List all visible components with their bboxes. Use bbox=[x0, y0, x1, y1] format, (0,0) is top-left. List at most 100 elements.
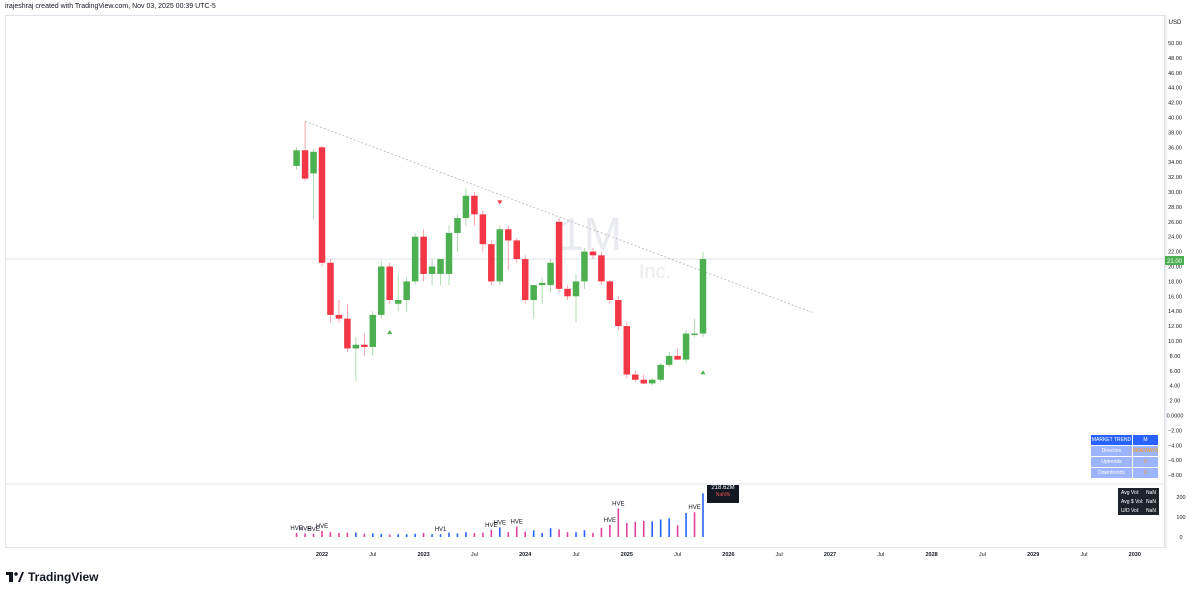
volume-label: HVE bbox=[688, 505, 700, 511]
candle-body bbox=[462, 195, 470, 219]
volume-bar bbox=[515, 526, 518, 537]
candle-body bbox=[606, 281, 614, 301]
price-tick-label: 8.00 bbox=[1170, 354, 1181, 360]
candle bbox=[454, 214, 461, 252]
candle bbox=[378, 260, 385, 319]
candle bbox=[581, 247, 588, 289]
market-trend-label: Downtrends bbox=[1091, 468, 1132, 478]
candle-body bbox=[665, 355, 673, 365]
time-tick-label: 2030 bbox=[1129, 552, 1141, 558]
market-trend-label: Uptrends bbox=[1091, 457, 1132, 467]
price-tick-label: −2.00 bbox=[1168, 428, 1182, 434]
candle bbox=[437, 259, 444, 286]
candle-body bbox=[521, 259, 529, 301]
volume-tick-label: 200 bbox=[1176, 495, 1185, 501]
candle bbox=[386, 262, 393, 304]
volume-bar bbox=[642, 521, 645, 537]
candle bbox=[505, 225, 512, 271]
candle bbox=[640, 374, 647, 385]
chart-frame bbox=[5, 15, 1165, 548]
candle-body bbox=[394, 300, 402, 304]
market-trend-value: 0 bbox=[1133, 468, 1158, 478]
price-tick-label: 46.00 bbox=[1168, 71, 1182, 77]
volume-label: HV1 bbox=[435, 527, 447, 533]
candle-body bbox=[344, 318, 351, 349]
volume-bar bbox=[482, 532, 484, 537]
volume-bar bbox=[312, 533, 315, 537]
volume-bar bbox=[499, 527, 501, 537]
candle bbox=[394, 273, 402, 312]
volume-bar bbox=[651, 521, 653, 537]
market-trend-row: Downtrends 0 bbox=[1091, 468, 1158, 478]
candle-body bbox=[513, 240, 520, 260]
time-tick-label: 2029 bbox=[1027, 552, 1039, 558]
price-tick-label: 28.00 bbox=[1168, 205, 1182, 211]
volume-bar bbox=[473, 533, 476, 537]
candle-body bbox=[301, 150, 309, 179]
price-tick-label: −6.00 bbox=[1168, 458, 1182, 464]
volume-tooltip-sub: NaN% bbox=[715, 492, 731, 498]
volume-bar bbox=[363, 533, 366, 537]
time-tick-label: 2022 bbox=[316, 552, 328, 558]
candle bbox=[471, 192, 478, 226]
time-tick-label: Jul bbox=[471, 552, 478, 558]
volume-bar bbox=[439, 534, 442, 537]
volume-stat-row: Avg $ Vol: NaN bbox=[1118, 497, 1159, 506]
buy-marker-icon bbox=[387, 330, 393, 335]
last-price-value: 21.00 bbox=[1167, 259, 1183, 265]
candle bbox=[657, 363, 664, 382]
candle-body bbox=[420, 236, 427, 274]
candle-body bbox=[437, 259, 444, 274]
candle bbox=[445, 225, 453, 286]
market-trend-label: Direction bbox=[1091, 446, 1132, 456]
volume-bar bbox=[490, 529, 493, 537]
volume-bar bbox=[456, 533, 459, 537]
sell-marker-icon bbox=[497, 200, 503, 205]
volume-bar bbox=[321, 531, 323, 537]
gridlines bbox=[5, 15, 1167, 548]
volume-bar bbox=[422, 533, 425, 537]
market-trend-header: MARKET TREND M bbox=[1091, 435, 1158, 445]
price-tick-label: 22.00 bbox=[1168, 250, 1182, 256]
volume-bar bbox=[659, 519, 662, 537]
tradingview-logo-icon bbox=[6, 572, 24, 582]
candle bbox=[420, 229, 427, 282]
candle-body bbox=[411, 236, 419, 282]
candle bbox=[564, 285, 571, 301]
time-tick-label: Jul bbox=[776, 552, 783, 558]
volume-stats-table: Avg Vol: NaN Avg $ Vol: NaN U/D Vol: NaN bbox=[1118, 488, 1159, 515]
candle bbox=[513, 238, 520, 263]
price-axis[interactable]: 50.00 48.00 46.00 44.00 42.00 40.00 38.00 36.00… bbox=[1167, 41, 1186, 541]
candle-body bbox=[378, 266, 385, 315]
candle bbox=[361, 333, 368, 356]
volume-stat-row: Avg Vol: NaN bbox=[1118, 488, 1159, 497]
market-trend-table: MARKET TREND M Direction SIDEWAYS Uptren… bbox=[1091, 435, 1158, 479]
candle-body bbox=[547, 262, 554, 286]
volume-label: HVE bbox=[485, 523, 497, 529]
signal-markers bbox=[387, 200, 706, 375]
candle bbox=[411, 232, 419, 286]
volume-bar bbox=[329, 532, 332, 537]
volume-label: HVE bbox=[307, 527, 319, 533]
candle bbox=[699, 251, 707, 338]
candle bbox=[462, 188, 470, 226]
time-axis[interactable]: 2022 Jul 2023 Jul 2024 Jul 2025 Jul 2026 Jul 2027 J… bbox=[316, 552, 1141, 558]
candle bbox=[335, 300, 343, 323]
candle-body bbox=[640, 379, 647, 384]
watermark-symbol: 1M bbox=[558, 208, 622, 260]
volume-bars bbox=[295, 493, 704, 537]
volume-bar bbox=[592, 533, 594, 537]
price-tick-label: 6.00 bbox=[1170, 369, 1181, 375]
volume-label: HVE bbox=[604, 518, 616, 524]
price-tick-label: 38.00 bbox=[1168, 130, 1182, 136]
volume-bar bbox=[702, 493, 704, 537]
tradingview-brand[interactable]: TradingView bbox=[6, 570, 98, 584]
time-tick-label: Jul bbox=[877, 552, 884, 558]
candle bbox=[589, 247, 597, 260]
candle-body bbox=[538, 282, 546, 286]
candle bbox=[623, 322, 631, 379]
price-tick-label: 0.0000 bbox=[1167, 414, 1184, 420]
candle-body bbox=[293, 150, 300, 166]
